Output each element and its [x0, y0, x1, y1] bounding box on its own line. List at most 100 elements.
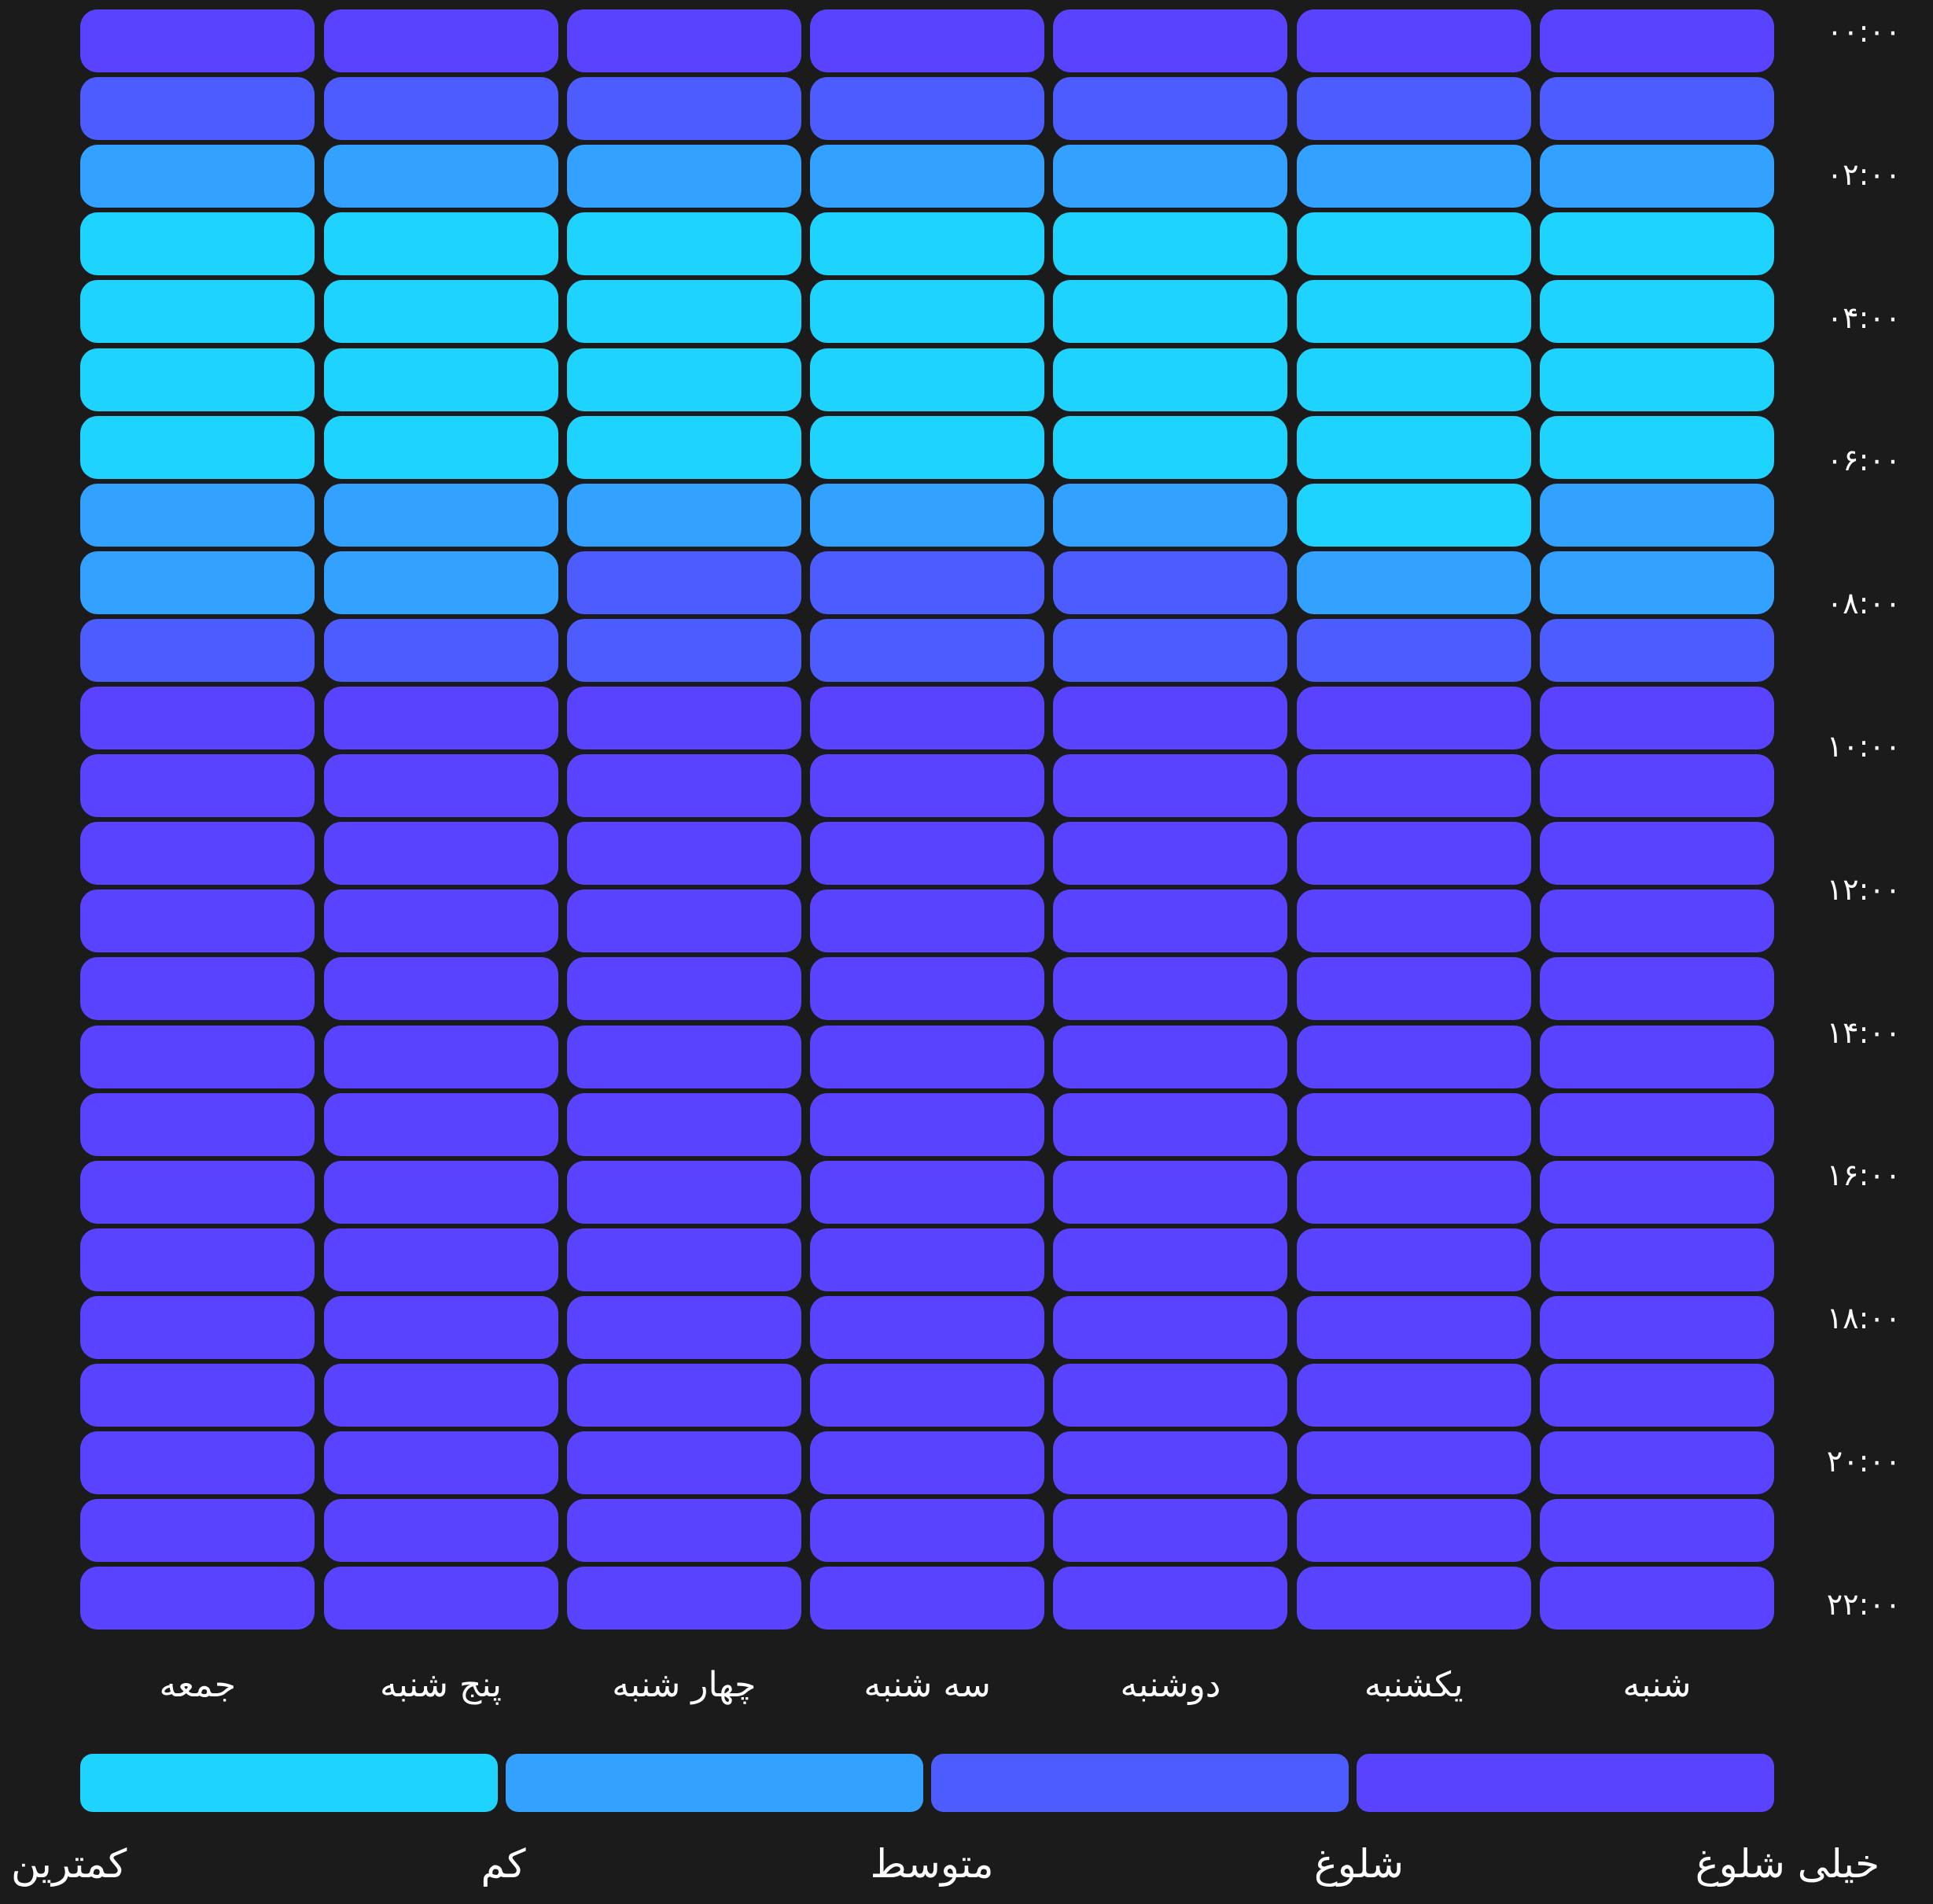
heatmap-cell	[1296, 618, 1531, 682]
heatmap-cell	[1296, 889, 1531, 953]
heatmap-cell	[80, 1499, 315, 1563]
heatmap-cell	[810, 1228, 1045, 1291]
heatmap-cell	[1540, 687, 1774, 749]
heatmap-cell	[1053, 822, 1288, 886]
heatmap-cell	[1053, 280, 1288, 344]
heatmap-cell	[1053, 551, 1288, 614]
heatmap-cell	[566, 754, 801, 818]
heatmap-cell	[566, 1025, 801, 1088]
heatmap-cell	[1053, 618, 1288, 682]
heatmap-cell	[1053, 348, 1288, 411]
heatmap-cell	[80, 822, 315, 886]
heatmap-cell	[1296, 145, 1531, 208]
heatmap-cell	[1053, 9, 1288, 72]
heatmap-cell	[1540, 348, 1774, 411]
heatmap-cell	[1540, 1499, 1774, 1563]
legend-label: متوسط	[870, 1841, 994, 1887]
heatmap-cell	[1296, 348, 1531, 411]
heatmap-cell	[566, 77, 801, 141]
heatmap-cell	[1540, 822, 1774, 886]
heatmap-cell	[80, 348, 315, 411]
heatmap-cell	[1053, 415, 1288, 479]
heatmap-cell	[1540, 551, 1774, 614]
heatmap-cell	[80, 9, 315, 72]
heatmap-cell	[810, 212, 1045, 276]
heatmap-cell	[1296, 754, 1531, 818]
heatmap-cell	[810, 1025, 1045, 1088]
heatmap-cell	[80, 1295, 315, 1359]
heatmap-cell	[1296, 1364, 1531, 1427]
heatmap-cell	[1296, 1228, 1531, 1291]
heatmap-cell	[323, 280, 558, 344]
heatmap-cell	[566, 1431, 801, 1495]
heatmap-cell	[810, 483, 1045, 547]
heatmap-cell	[1053, 1567, 1288, 1630]
heatmap-cell	[1296, 1431, 1531, 1495]
time-tick-label: ۱۲:۰۰	[1826, 871, 1902, 907]
heatmap-cell	[80, 889, 315, 953]
heatmap-cell	[1540, 957, 1774, 1021]
heatmap-cell	[810, 9, 1045, 72]
heatmap-cell	[323, 551, 558, 614]
heatmap-cell	[810, 551, 1045, 614]
heatmap-cell	[566, 1160, 801, 1224]
heatmap-cell	[566, 348, 801, 411]
heatmap-cell	[1540, 1364, 1774, 1427]
heatmap-cell	[80, 1025, 315, 1088]
heatmap-cell	[1296, 1567, 1531, 1630]
legend-swatch	[931, 1754, 1349, 1812]
heatmap-cell	[1540, 1092, 1774, 1156]
heatmap-cell	[1540, 1295, 1774, 1359]
heatmap-cell	[566, 1228, 801, 1291]
heatmap-cell	[1540, 483, 1774, 547]
heatmap-cell	[80, 280, 315, 344]
heatmap-cell	[80, 551, 315, 614]
heatmap-cell	[566, 889, 801, 953]
heatmap-cell	[80, 415, 315, 479]
heatmap-cell	[1540, 212, 1774, 276]
heatmap-cell	[810, 618, 1045, 682]
heatmap-cell	[1296, 957, 1531, 1021]
heatmap-cell	[1540, 1228, 1774, 1291]
heatmap-cell	[80, 1567, 315, 1630]
heatmap-cell	[1540, 1025, 1774, 1088]
heatmap-cell	[80, 77, 315, 141]
heatmap-cell	[80, 618, 315, 682]
heatmap-cell	[810, 1364, 1045, 1427]
heatmap-cell	[1053, 77, 1288, 141]
heatmap-cell	[566, 1499, 801, 1563]
heatmap-cell	[323, 618, 558, 682]
heatmap-cell	[1053, 483, 1288, 547]
heatmap-cell	[810, 687, 1045, 749]
heatmap-cell	[1053, 957, 1288, 1021]
heatmap-cell	[566, 9, 801, 72]
heatmap-cell	[810, 1295, 1045, 1359]
heatmap-cell	[566, 687, 801, 749]
heatmap-cell	[80, 212, 315, 276]
heatmap-cell	[80, 1092, 315, 1156]
heatmap-cell	[566, 1092, 801, 1156]
heatmap-cell	[1053, 1431, 1288, 1495]
day-label: یکشنبه	[1364, 1665, 1464, 1705]
heatmap-cell	[1540, 1160, 1774, 1224]
heatmap-cell	[1053, 1025, 1288, 1088]
heatmap-cell	[1296, 822, 1531, 886]
heatmap-cell	[323, 1431, 558, 1495]
heatmap-cell	[566, 1364, 801, 1427]
heatmap-cell	[323, 1364, 558, 1427]
heatmap-cell	[810, 957, 1045, 1021]
heatmap-cell	[566, 145, 801, 208]
time-tick-label: ۱۸:۰۰	[1826, 1301, 1902, 1336]
heatmap-cell	[1053, 1228, 1288, 1291]
heatmap-cell	[1053, 754, 1288, 818]
time-tick-label: ۰۲:۰۰	[1826, 157, 1902, 192]
heatmap-cell	[323, 1499, 558, 1563]
time-tick-label: ۱۶:۰۰	[1826, 1158, 1902, 1193]
heatmap-cell	[323, 822, 558, 886]
heatmap-cell	[80, 1364, 315, 1427]
day-label: شنبه	[1622, 1665, 1692, 1705]
heatmap-cell	[1296, 687, 1531, 749]
heatmap-cell	[810, 889, 1045, 953]
heatmap-cell	[323, 483, 558, 547]
